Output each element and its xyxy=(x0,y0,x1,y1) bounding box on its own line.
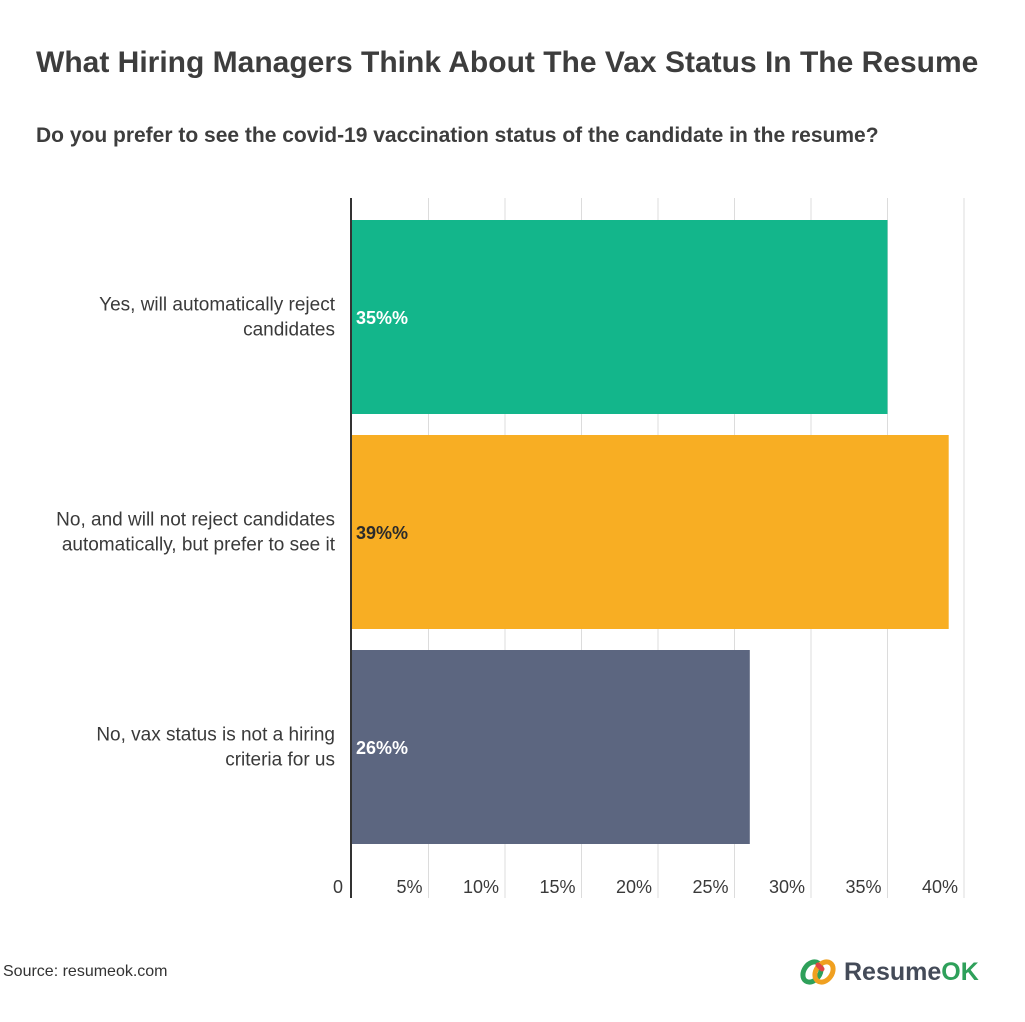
category-label-0-line-1: candidates xyxy=(243,320,335,341)
x-tick-label-35: 35% xyxy=(845,877,881,897)
x-tick-label-10: 10% xyxy=(463,877,499,897)
x-tick-label-20: 20% xyxy=(616,877,652,897)
brand-wordmark: ResumeOK xyxy=(844,958,979,987)
category-label-1-line-0: No, and will not reject candidates xyxy=(56,510,335,531)
x-tick-label-0: 0 xyxy=(333,877,343,897)
category-label-1-line-1: automatically, but prefer to see it xyxy=(62,535,336,556)
bar-value-label-1: 39%% xyxy=(356,523,408,543)
category-label-0-line-0: Yes, will automatically reject xyxy=(99,295,336,316)
x-tick-label-15: 15% xyxy=(539,877,575,897)
category-label-2-line-0: No, vax status is not a hiring xyxy=(96,725,335,746)
bar-chart: 35%% Yes, will automatically reject candid… xyxy=(56,198,965,898)
brand-ok-text: OK xyxy=(941,957,979,986)
bar-value-label-2: 26%% xyxy=(356,738,408,758)
bar-0 xyxy=(352,220,888,414)
bar-value-label-0: 35%% xyxy=(356,308,408,328)
source-note: Source: resumeok.com xyxy=(3,963,168,980)
linked-rings-logo-icon xyxy=(800,959,836,985)
chart-title: What Hiring Managers Think About The Vax… xyxy=(36,46,979,79)
x-tick-label-30: 30% xyxy=(769,877,805,897)
chart-subtitle: Do you prefer to see the covid-19 vaccin… xyxy=(36,124,879,147)
bar-1 xyxy=(352,435,949,629)
bar-2 xyxy=(352,650,750,844)
x-tick-label-25: 25% xyxy=(692,877,728,897)
brand-main-text: Resume xyxy=(844,957,942,986)
x-tick-label-40: 40% xyxy=(922,877,958,897)
x-tick-label-5: 5% xyxy=(396,877,422,897)
category-label-2-line-1: criteria for us xyxy=(225,750,335,771)
brand-logo: ResumeOK xyxy=(798,954,979,990)
